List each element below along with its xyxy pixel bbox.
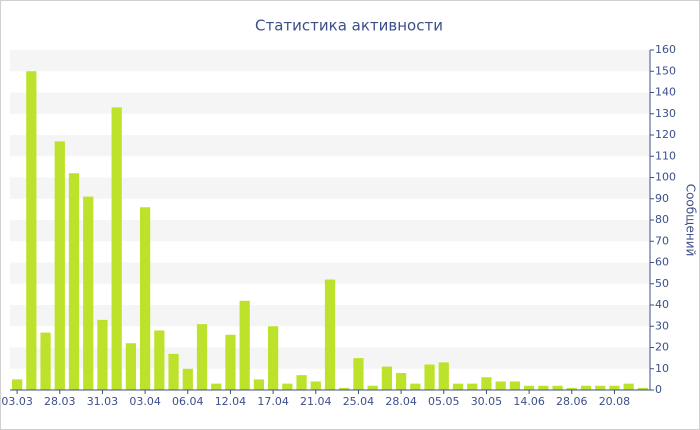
grid-band (10, 262, 650, 284)
y-tick-label: 20 (655, 341, 669, 354)
bar (523, 385, 535, 390)
y-axis-label: Сообщений (684, 184, 698, 257)
bar (26, 71, 37, 390)
grid-band (10, 50, 650, 72)
y-tick-label: 70 (655, 234, 669, 247)
bar (296, 375, 307, 390)
bar (54, 141, 65, 390)
x-tick-label: 31.03 (87, 395, 119, 408)
y-tick-label: 80 (655, 213, 669, 226)
y-tick-label: 50 (655, 277, 669, 290)
bar (353, 358, 364, 390)
x-tick-label: 21.04 (300, 395, 332, 408)
bar (609, 385, 620, 390)
y-tick-label: 160 (655, 43, 676, 56)
x-tick-label: 03.03 (1, 395, 33, 408)
bar (509, 381, 521, 390)
x-tick-label: 12.04 (215, 395, 247, 408)
bar (566, 387, 577, 390)
bar (182, 368, 193, 390)
bar (83, 196, 94, 390)
x-tick-label: 28.03 (44, 395, 76, 408)
bar (68, 173, 80, 390)
y-tick-label: 150 (655, 64, 676, 77)
bar (595, 385, 606, 390)
bar (381, 366, 393, 390)
bar (97, 319, 108, 390)
bar (538, 385, 549, 390)
y-tick-label: 130 (655, 107, 676, 120)
y-tick-label: 120 (655, 128, 676, 141)
bar (267, 326, 279, 390)
bar (253, 379, 265, 390)
bar (552, 385, 563, 390)
y-tick-label: 90 (655, 192, 669, 205)
bar (580, 385, 592, 390)
chart-title: Статистика активности (255, 17, 443, 35)
x-tick-label: 17.04 (257, 395, 289, 408)
y-tick-label: 110 (655, 149, 676, 162)
bar (367, 385, 378, 390)
bar (623, 383, 634, 390)
grid-band (10, 220, 650, 242)
x-tick-label: 28.06 (556, 395, 588, 408)
x-tick-label: 06.04 (172, 395, 204, 408)
bar (139, 207, 151, 390)
bar (125, 343, 137, 390)
bar (168, 353, 179, 390)
bar (11, 379, 23, 390)
x-tick-label: 03.04 (129, 395, 161, 408)
bar (395, 373, 407, 390)
bar (452, 383, 464, 390)
bar (40, 332, 51, 390)
y-tick-label: 30 (655, 319, 669, 332)
y-tick-label: 10 (655, 362, 669, 375)
bar (239, 300, 250, 390)
x-tick-label: 25.04 (343, 395, 375, 408)
bar (438, 362, 449, 390)
bar (282, 383, 293, 390)
bar (154, 330, 165, 390)
bar (324, 279, 336, 390)
y-tick-label: 100 (655, 171, 676, 184)
y-tick-label: 60 (655, 256, 669, 269)
bar (339, 387, 350, 390)
x-tick-label: 28.04 (385, 395, 417, 408)
bar (410, 383, 421, 390)
bar (310, 381, 321, 390)
bar (637, 387, 649, 390)
x-tick-label: 20.08 (599, 395, 631, 408)
bar (211, 383, 222, 390)
bar (196, 324, 208, 390)
y-tick-label: 0 (655, 383, 662, 396)
y-tick-label: 40 (655, 298, 669, 311)
bar (111, 107, 122, 390)
x-tick-label: 05.05 (428, 395, 460, 408)
bar (424, 364, 435, 390)
bar (467, 383, 478, 390)
grid-band (10, 92, 650, 114)
bar (225, 334, 236, 390)
grid-band (10, 135, 650, 157)
y-tick-label: 140 (655, 86, 676, 99)
x-tick-label: 14.06 (513, 395, 545, 408)
bar (495, 381, 506, 390)
bar (481, 377, 492, 390)
x-tick-label: 30.05 (471, 395, 503, 408)
grid-band (10, 177, 650, 199)
